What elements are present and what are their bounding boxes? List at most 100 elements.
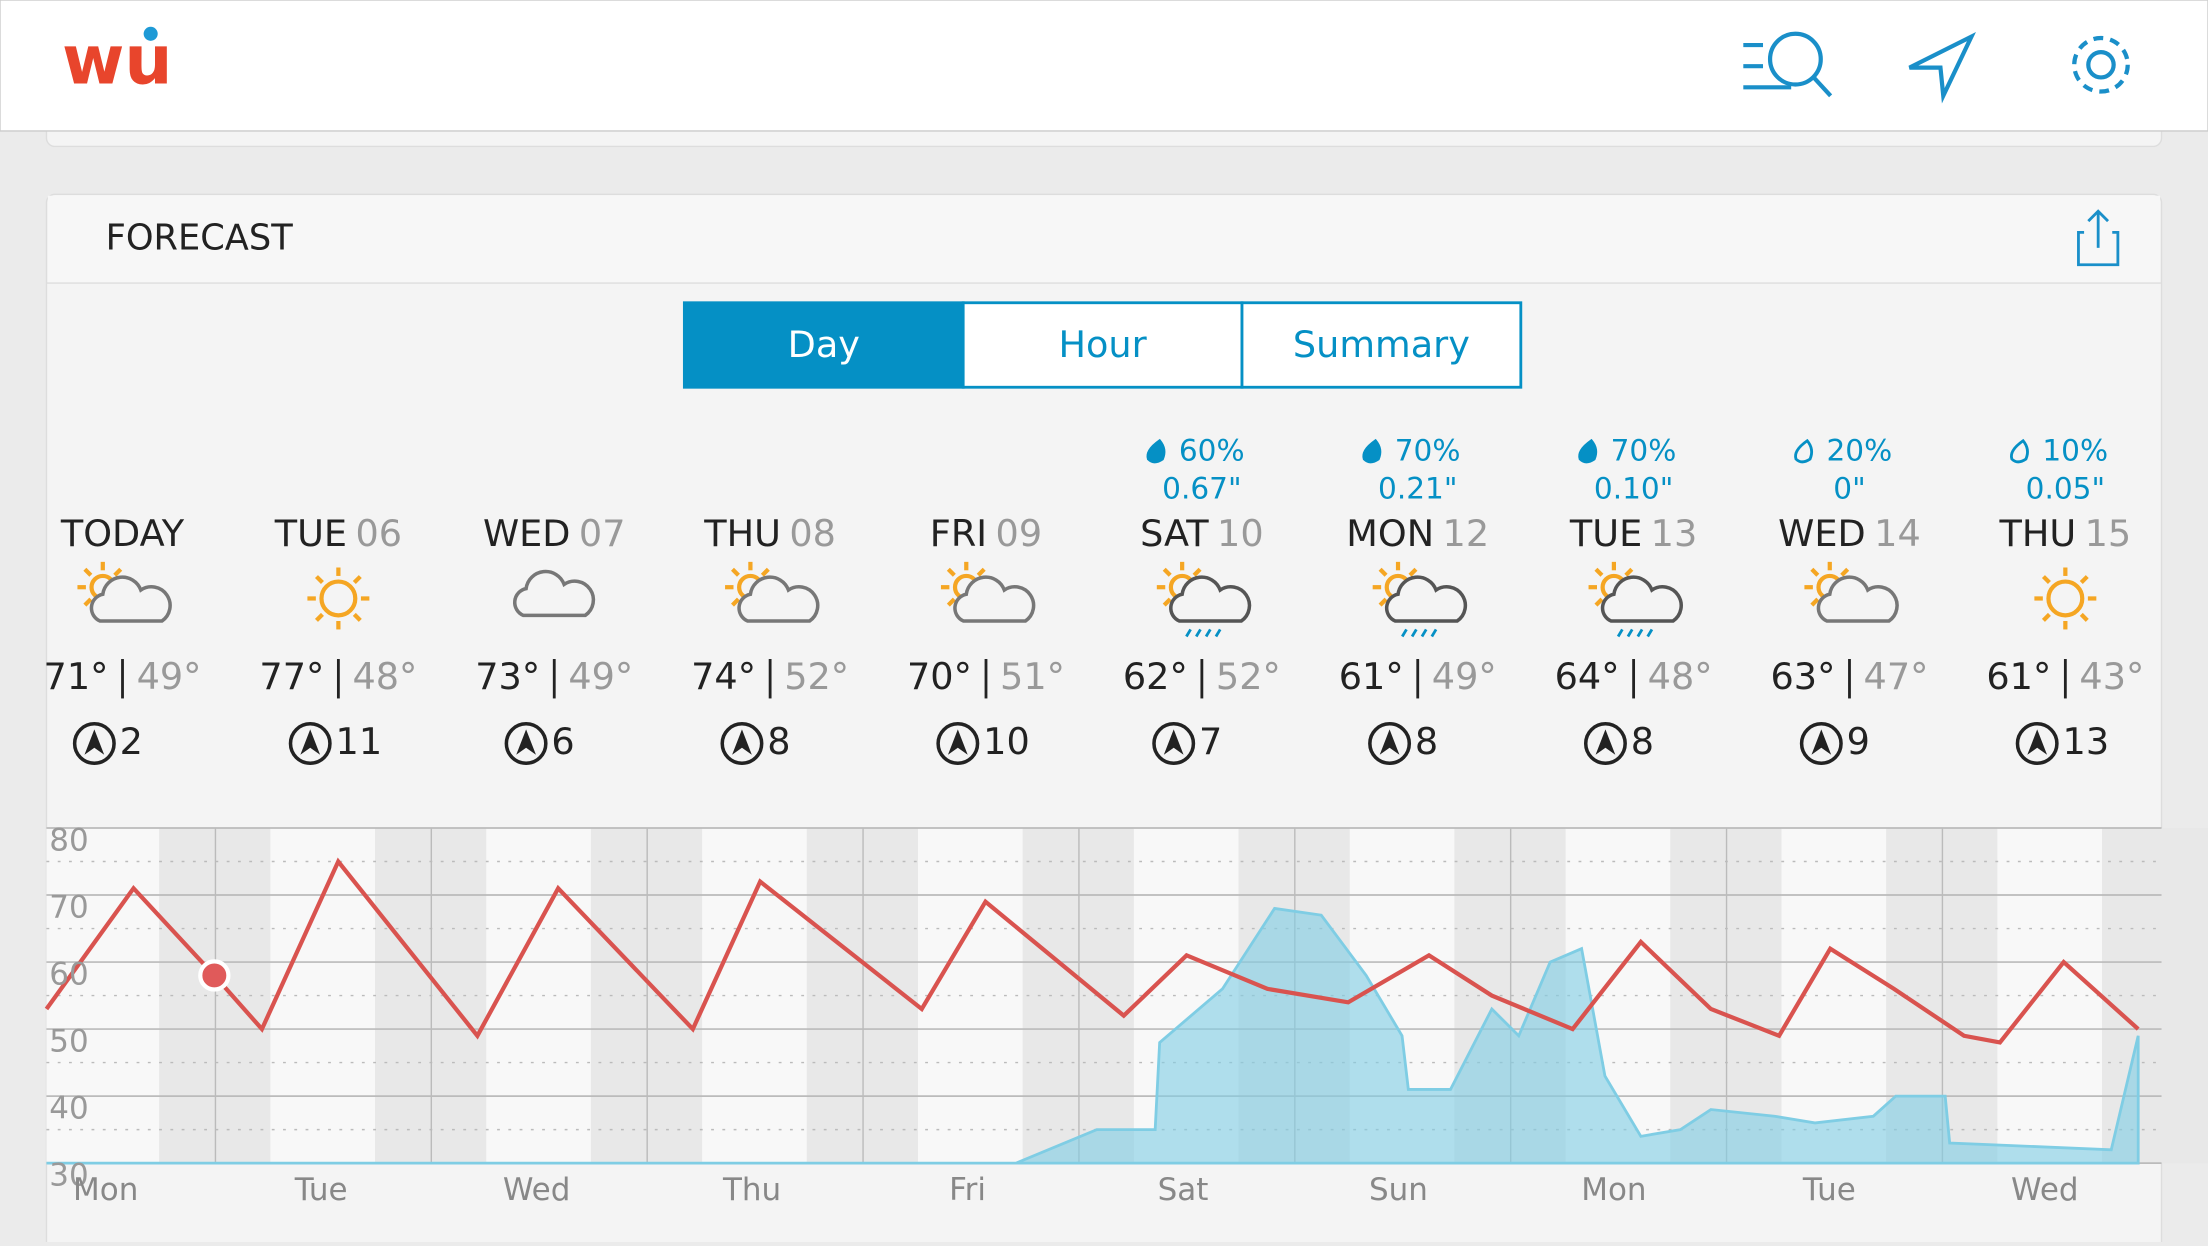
wind-icon [504,722,548,765]
day-name: WED [483,512,571,555]
cloud [737,575,820,623]
current-marker [198,959,231,992]
high-temp: 70° [907,655,972,698]
drop-icon [1578,438,1598,464]
wind-icon [288,722,332,765]
y-tick-label: 50 [49,1024,88,1060]
wind-arrow [1595,729,1616,755]
wind-speed: 2 [120,720,143,763]
rain-drop [1204,628,1212,638]
y-tick-label: 70 [49,890,88,926]
high-temp: 64° [1555,655,1620,698]
sun-ray [1594,567,1604,577]
day-label: SAT 10 [1140,512,1264,555]
rain-drop [1401,628,1408,638]
rain-drop [1410,628,1418,638]
wind-speed: 8 [767,720,790,763]
day-name: TUE [274,512,347,555]
high-temp: 63° [1771,655,1836,698]
precip-amount: 0.10" [1594,472,1673,506]
day-name: TUE [1569,512,1642,555]
sun-ray [314,612,324,622]
wind-arrow [1379,729,1400,755]
tab-label[interactable]: Hour [1058,323,1147,366]
high-temp: 77° [259,655,324,698]
x-tick-label: Tue [294,1172,348,1208]
wind-arrow [2027,729,2048,755]
sun-ray [976,567,986,577]
day-name: SAT [1140,512,1209,555]
y-tick-label: 30 [49,1158,88,1194]
wind-arrow [1163,729,1184,755]
day-date: 08 [789,512,836,555]
sun-ray [1162,567,1172,577]
sun-ray [1192,567,1202,577]
day-date: 06 [355,512,402,555]
day-name: MON [1346,512,1434,555]
wind-icon [72,722,116,765]
sun-ray [2079,575,2089,585]
sun-ray [1162,597,1172,607]
x-tick-label: Wed [503,1172,571,1208]
sun-ray [83,597,93,607]
rain-drop [1185,628,1192,638]
cloud [1169,575,1252,623]
cloud [953,575,1036,623]
rain-drop [1646,628,1654,638]
x-tick-label: Wed [2011,1172,2079,1208]
wind-icon [2015,722,2059,765]
wind-speed: 8 [1631,720,1654,763]
day-label: THU 15 [1998,512,2131,555]
day-label: TUE 06 [274,512,402,555]
precip-chance: 70% [1611,434,1677,468]
location-icon[interactable] [1908,31,1976,104]
high-temp: 74° [691,655,756,698]
wind-icon [1152,722,1196,765]
wind-arrow [1811,729,1832,755]
day-date: 09 [996,512,1043,555]
low-temp: 51° [1000,655,1065,698]
sun-ray [1810,567,1820,577]
low-temp: 52° [784,655,849,698]
x-tick-label: Thu [722,1172,781,1208]
low-temp: 49° [137,655,202,698]
tab[interactable] [1240,301,1523,389]
wind-arrow [947,729,968,755]
sun-ray [946,567,956,577]
x-tick-label: Mon [1581,1172,1646,1208]
day-date: 13 [1651,512,1698,555]
share-icon[interactable] [2077,209,2120,267]
high-temp: 73° [475,655,540,698]
sun [319,579,358,618]
wind-icon [936,722,980,765]
cloud [1384,575,1468,623]
search-icon[interactable] [1743,31,1833,98]
day-label: WED 14 [1778,512,1921,555]
tab[interactable] [682,301,965,389]
sun-ray [1378,567,1388,577]
sun-ray [314,575,324,585]
forecast-title: FORECAST [106,217,294,258]
precip-chance: 70% [1395,434,1461,468]
day-label: THU 08 [703,512,836,555]
y-tick-label: 80 [49,823,88,859]
day-label: TUE 13 [1569,512,1697,555]
high-temp: 61° [1339,655,1404,698]
wind-arrow [300,729,321,755]
day-date: 15 [2085,512,2132,555]
wind-icon [1583,722,1627,765]
wind-speed: 8 [1415,720,1438,763]
tab-label[interactable]: Day [788,323,860,366]
high-temp: 71° [44,655,109,698]
precip-chance: 10% [2042,434,2108,468]
sun-ray [113,567,123,577]
tab-label[interactable]: Summary [1293,323,1470,366]
sun-ray [1624,567,1634,577]
low-temp: 49° [1432,655,1497,698]
tab[interactable] [961,301,1244,389]
sun-ray [1378,597,1388,607]
wind-speed: 9 [1847,720,1870,763]
settings-icon[interactable] [2072,35,2130,94]
cloud [513,569,596,618]
